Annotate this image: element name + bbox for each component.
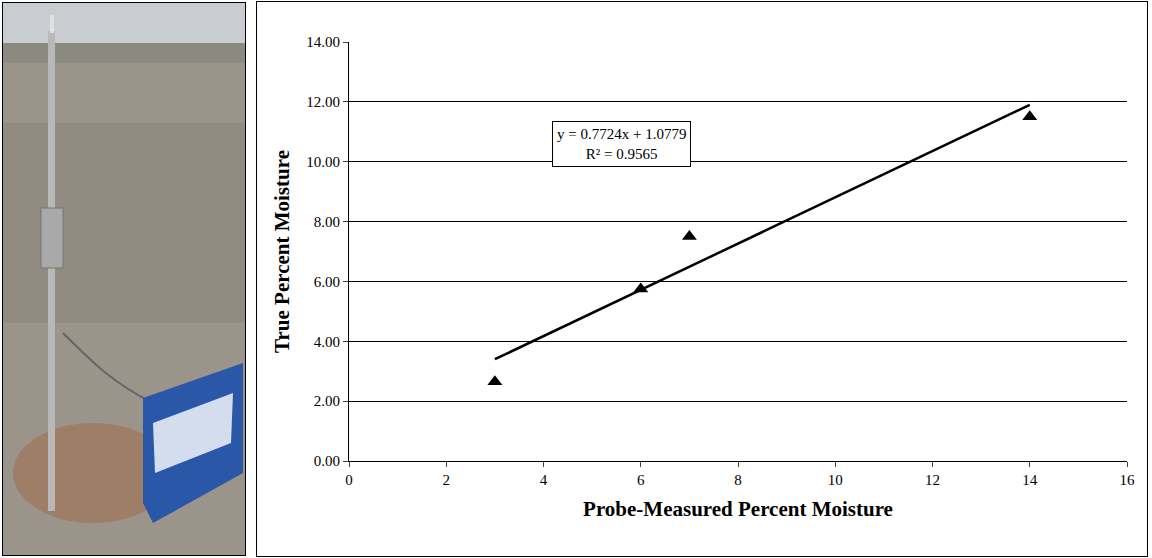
svg-text:10: 10 bbox=[828, 472, 843, 488]
svg-text:4.00: 4.00 bbox=[314, 334, 340, 350]
svg-text:0: 0 bbox=[345, 472, 353, 488]
svg-text:12: 12 bbox=[925, 472, 940, 488]
svg-text:6.00: 6.00 bbox=[314, 274, 340, 290]
svg-text:8.00: 8.00 bbox=[314, 214, 340, 230]
svg-text:y = 0.7724x + 1.0779R² = 0.956: y = 0.7724x + 1.0779R² = 0.9565 bbox=[557, 126, 686, 162]
svg-text:2: 2 bbox=[443, 472, 451, 488]
svg-text:6: 6 bbox=[637, 472, 645, 488]
svg-text:10.00: 10.00 bbox=[306, 154, 340, 170]
svg-text:Probe-Measured Percent Moistur: Probe-Measured Percent Moisture bbox=[583, 497, 893, 521]
svg-text:12.00: 12.00 bbox=[306, 94, 340, 110]
svg-text:4: 4 bbox=[540, 472, 548, 488]
svg-text:0.00: 0.00 bbox=[314, 453, 340, 469]
svg-text:8: 8 bbox=[734, 472, 742, 488]
svg-text:14: 14 bbox=[1022, 472, 1038, 488]
svg-text:14.00: 14.00 bbox=[306, 34, 340, 50]
svg-text:2.00: 2.00 bbox=[314, 393, 340, 409]
svg-text:16: 16 bbox=[1120, 472, 1136, 488]
svg-text:True Percent Moisture: True Percent Moisture bbox=[270, 150, 294, 353]
